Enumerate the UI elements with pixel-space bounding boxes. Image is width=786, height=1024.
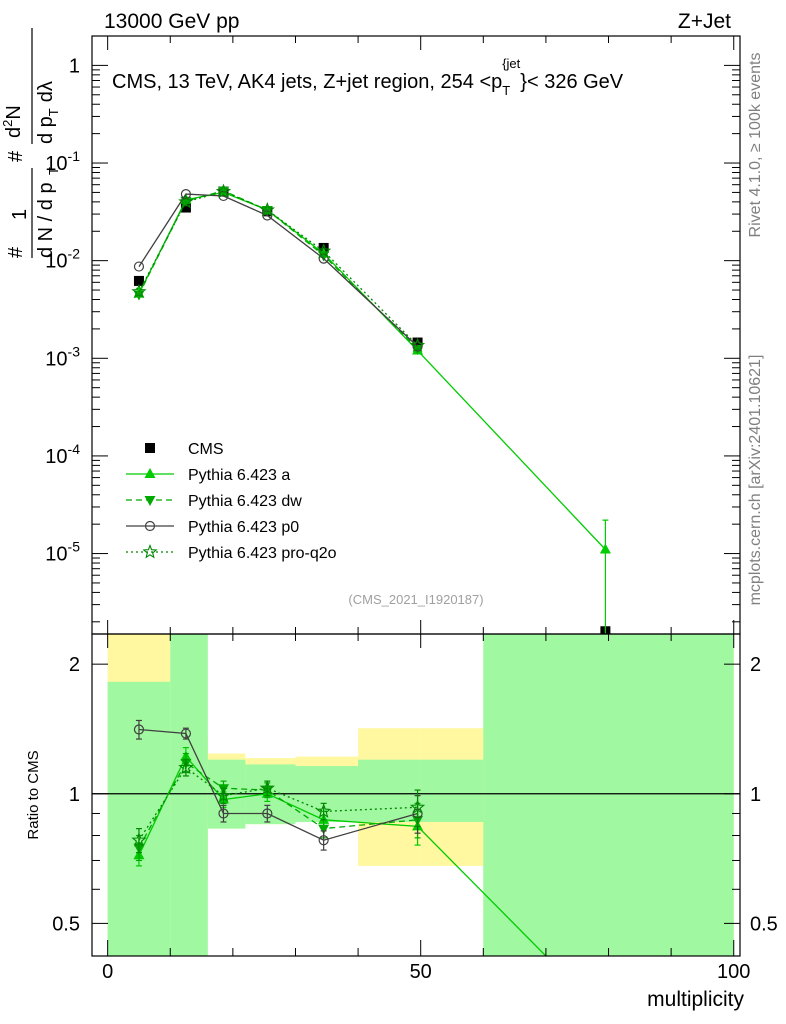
ratio-y-tick-label-left: 2 (69, 654, 80, 676)
y-tick-label: 10-1 (45, 148, 80, 175)
ratio-series-pythia-6-423-p0 (133, 719, 423, 851)
data-point (178, 759, 194, 775)
legend-marker (145, 443, 155, 453)
main-y-label: # 1 d N / d p T # d2N d pTdλ (0, 28, 61, 258)
data-point (412, 341, 423, 352)
ratio-y-tick-label-right: 2 (750, 654, 761, 676)
ratio-frame (91, 633, 741, 957)
legend-marker (144, 520, 156, 532)
data-point (180, 189, 192, 200)
data-point (262, 808, 273, 819)
legend-item: Pythia 6.423 p0 (126, 519, 299, 536)
ratio-y-tick-label-right: 0.5 (750, 913, 778, 935)
legend-label: Pythia 6.423 a (188, 467, 290, 484)
data-point (215, 787, 232, 803)
data-point (318, 835, 329, 846)
data-point (180, 202, 191, 213)
legend-item: Pythia 6.423 dw (126, 493, 302, 510)
data-point (133, 724, 145, 735)
legend-item: Pythia 6.423 pro-q2o (126, 543, 337, 562)
series-line (138, 190, 419, 347)
ylabel-hash2: # (5, 150, 27, 162)
data-point (133, 275, 144, 286)
x-tick-label: 0 (102, 961, 113, 983)
data-point (133, 261, 145, 272)
statistical-band (170, 634, 208, 956)
series-line (138, 193, 419, 347)
data-point (259, 201, 275, 217)
data-point (316, 803, 332, 818)
mcplots-label: mcplots.cern.ch [arXiv:2401.10621] (747, 355, 764, 606)
legend: CMS Pythia 6.423 a Pythia 6.423 dw Pythia 6… (126, 441, 337, 562)
main-series-pythia-6-423-p0 (133, 189, 423, 352)
statistical-band (420, 759, 484, 822)
main-series-pythia-6-423-pro-q2o (131, 183, 426, 353)
series-line (138, 728, 418, 841)
ratio-series-pythia-6-423-pro-q2o (131, 759, 426, 854)
ratio-axes: 0.5 0.5 1 1 2 2 0 50 100 (52, 634, 778, 983)
data-point (318, 824, 330, 835)
y-tick-label: 10-2 (45, 246, 80, 273)
legend-label: Pythia 6.423 p0 (188, 519, 299, 536)
title-tail: }< 326 GeV (520, 71, 624, 93)
data-point (215, 183, 232, 199)
ratio-y-tick-label-left: 0.5 (52, 913, 80, 935)
ylabel-hash1: # (5, 246, 27, 258)
x-tick-label: 50 (410, 961, 432, 983)
ylabel-T1: T (46, 167, 61, 175)
data-point (218, 808, 229, 819)
statistical-band (483, 634, 734, 956)
statistical-band (358, 759, 421, 822)
data-point (599, 543, 611, 554)
rivet-label: Rivet 4.1.0, ≥ 100k events (747, 53, 764, 238)
legend-marker (142, 543, 158, 559)
y-tick-label: 10-4 (45, 441, 80, 468)
ratio-y-tick-label-left: 1 (69, 784, 80, 806)
ylabel-dN: d N / d p (35, 182, 57, 258)
legend-marker (144, 496, 156, 506)
ylabel-dp: d pTdλ (35, 81, 61, 144)
process-label: Z+Jet (678, 10, 731, 33)
y-tick-label: 10-5 (45, 539, 80, 566)
data-point (131, 283, 147, 299)
data-point (259, 780, 275, 795)
data-point (409, 799, 426, 814)
legend-marker (144, 468, 156, 478)
data-point (180, 728, 192, 739)
data-point (178, 193, 194, 209)
y-tick-label: 10-3 (45, 343, 80, 370)
main-y-axis: 1 10-1 10-2 10-3 10-4 10-5 (45, 35, 740, 634)
ratio-panel (92, 634, 740, 956)
ratio-y-label: Ratio to CMS (25, 750, 42, 839)
legend-label: CMS (188, 441, 224, 458)
ylabel-one: 1 (9, 209, 31, 220)
y-tick-label: 1 (69, 55, 80, 77)
series-line (138, 766, 418, 841)
legend-item: Pythia 6.423 a (126, 467, 290, 484)
legend-label: Pythia 6.423 dw (188, 493, 302, 510)
x-tick-label: 100 (717, 961, 750, 983)
data-point (316, 243, 332, 258)
ylabel-d2N: d2N (0, 105, 25, 138)
data-point (409, 337, 426, 353)
legend-label: Pythia 6.423 pro-q2o (188, 545, 337, 562)
title-sub: T (502, 83, 510, 98)
chart-title: CMS, 13 TeV, AK4 jets, Z+jet region, 254… (112, 56, 624, 98)
data-point (131, 832, 147, 847)
series-line (138, 761, 418, 848)
title-main: CMS, 13 TeV, AK4 jets, Z+jet region, 254… (112, 71, 502, 93)
title-sup: {jet (502, 56, 520, 71)
main-series-pythia-6-423-a (133, 186, 611, 634)
main-series-pythia-6-423-dw (133, 186, 424, 355)
analysis-watermark: (CMS_2021_I1920187) (348, 592, 483, 607)
legend-item: CMS (145, 441, 224, 458)
series-line (138, 190, 419, 350)
main-series-cms (133, 186, 611, 634)
data-point (262, 210, 273, 221)
ratio-y-tick-label-right: 1 (750, 784, 761, 806)
energy-label: 13000 GeV pp (104, 10, 239, 33)
x-axis-label: multiplicity (647, 988, 744, 1011)
main-panel (131, 183, 611, 634)
